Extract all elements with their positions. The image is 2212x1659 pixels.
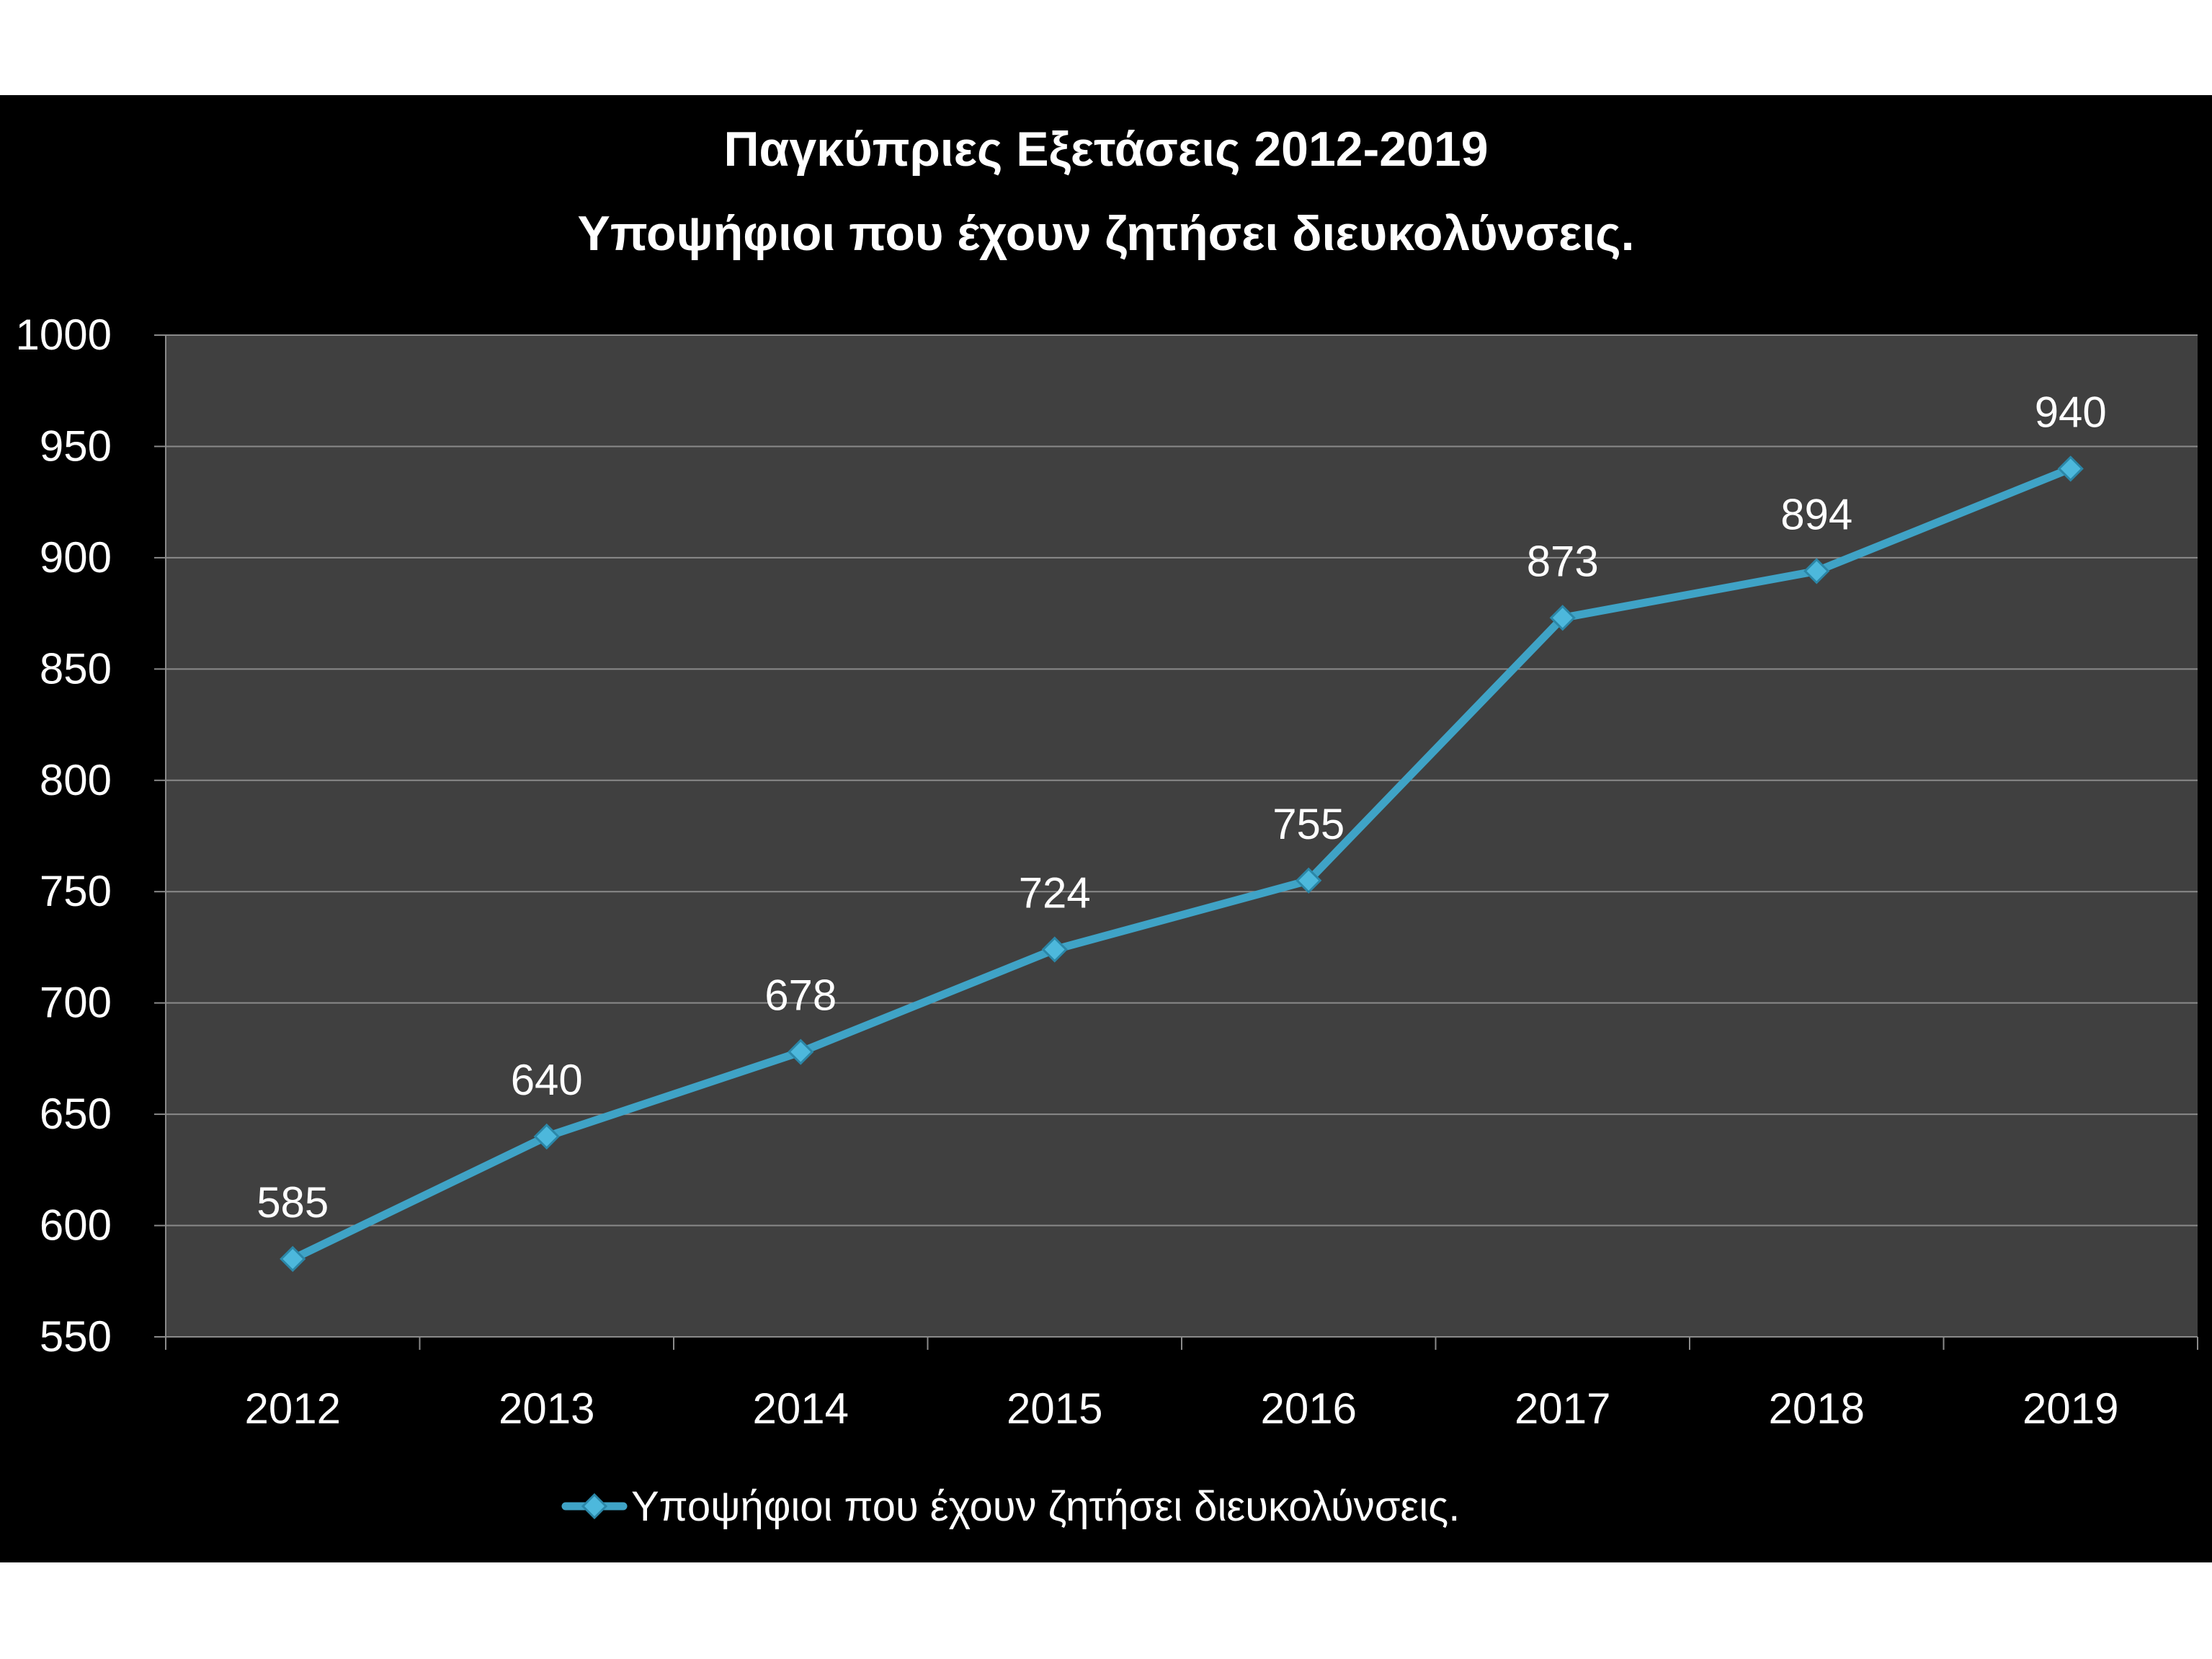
data-point-marker	[2057, 455, 2084, 482]
x-tick-label: 2015	[1007, 1384, 1102, 1433]
x-tick-label: 2017	[1515, 1384, 1610, 1433]
x-tick-label: 2014	[753, 1384, 849, 1433]
x-tick-label: 2018	[1769, 1384, 1865, 1433]
y-axis-ticks: 550 600 650 700 750 800 850 900 950 1000	[16, 311, 112, 1361]
data-label: 640	[511, 1056, 583, 1104]
x-tick-label: 2013	[499, 1384, 594, 1433]
data-label: 724	[1019, 869, 1091, 917]
y-tick-label: 650	[40, 1090, 112, 1138]
chart-subtitle: Υποψήφιοι που έχουν ζητήσει διευκολύνσει…	[577, 206, 1634, 261]
x-tick-label: 2012	[245, 1384, 341, 1433]
x-tick-label: 2019	[2023, 1384, 2118, 1433]
y-tick-label: 900	[40, 533, 112, 582]
data-label: 940	[2035, 388, 2107, 436]
y-tick-label: 800	[40, 756, 112, 804]
data-label: 678	[764, 971, 837, 1020]
data-point-marker	[1295, 867, 1322, 894]
data-label: 873	[1527, 537, 1599, 585]
y-tick-label: 850	[40, 644, 112, 693]
series-group: 585 640 678 724 755 873 894 940	[257, 388, 2107, 1273]
x-tick-label: 2016	[1261, 1384, 1357, 1433]
data-label: 755	[1272, 800, 1344, 848]
y-tick-label: 750	[40, 867, 112, 915]
chart-title: Παγκύπριες Εξετάσεις 2012-2019	[723, 122, 1488, 177]
data-point-marker	[1803, 558, 1830, 584]
legend-diamond-marker	[581, 1493, 608, 1520]
data-point-marker	[280, 1245, 306, 1273]
axes	[165, 335, 2198, 1350]
y-tick-label: 600	[40, 1201, 112, 1250]
data-label: 894	[1780, 490, 1852, 538]
y-tick-label: 950	[40, 422, 112, 470]
y-tick-label: 700	[40, 979, 112, 1027]
data-point-marker	[533, 1123, 560, 1150]
data-point-marker	[1041, 936, 1068, 963]
legend-entry-label: Υποψήφιοι που έχουν ζητήσει διευκολύνσει…	[631, 1483, 1460, 1530]
chart-frame: Παγκύπριες Εξετάσεις 2012-2019 Υποψήφιοι…	[0, 95, 2212, 1562]
legend: Υποψήφιοι που έχουν ζητήσει διευκολύνσει…	[561, 1483, 1460, 1530]
series-line	[288, 464, 2075, 1263]
plot-area	[166, 335, 2198, 1337]
data-point-marker	[788, 1038, 814, 1065]
y-tick-label: 1000	[16, 311, 112, 359]
y-tick-label: 550	[40, 1312, 112, 1361]
line-chart: Παγκύπριες Εξετάσεις 2012-2019 Υποψήφιοι…	[16, 122, 2198, 1530]
x-axis-ticks: 2012 2013 2014 2015 2016 2017 2018 2019	[245, 1384, 2119, 1433]
data-point-marker	[1549, 605, 1576, 631]
data-label: 585	[257, 1178, 329, 1227]
